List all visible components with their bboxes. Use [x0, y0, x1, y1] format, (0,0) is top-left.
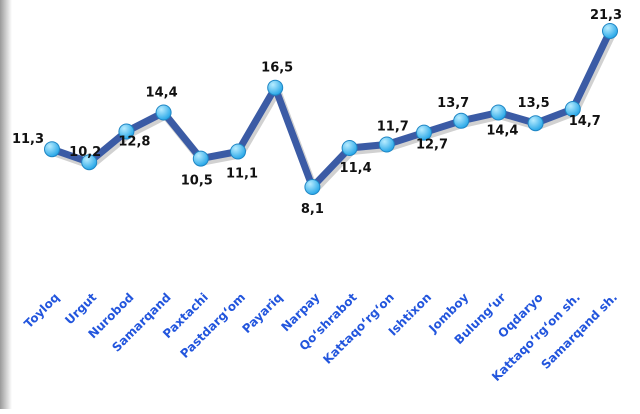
data-point	[230, 143, 246, 160]
data-value-label: 10,5	[181, 174, 213, 189]
data-value-label: 11,3	[12, 132, 44, 147]
category-label-layer: Toyloq UrgutNurobodSamarqandPaxtachiPastd…	[21, 290, 620, 384]
data-value-label: 21,3	[590, 8, 622, 23]
data-point	[267, 79, 284, 96]
data-value-label: 14,7	[569, 114, 601, 129]
data-value-label: 8,1	[301, 202, 324, 217]
data-point	[192, 150, 209, 167]
data-point	[155, 104, 172, 121]
data-value-label: 11,7	[377, 120, 409, 135]
series-line	[48, 27, 614, 191]
data-point	[341, 140, 358, 156]
left-edge-shadow	[0, 0, 12, 409]
series-line-layer	[48, 27, 616, 194]
data-value-label: 14,4	[146, 86, 178, 101]
data-value-label: 10,2	[69, 145, 101, 160]
marker-layer	[44, 23, 618, 195]
data-point	[564, 101, 581, 117]
data-point	[490, 104, 507, 121]
category-label: Pastdarg‘om	[177, 290, 248, 361]
data-value-label: 14,4	[486, 124, 518, 139]
data-point	[378, 136, 395, 153]
data-point	[527, 115, 544, 132]
category-label: Toyloq	[21, 290, 62, 331]
data-value-label: 16,5	[261, 61, 293, 76]
data-point	[602, 23, 618, 39]
data-value-label: 13,5	[518, 96, 550, 111]
data-point	[416, 124, 432, 141]
data-point	[304, 179, 321, 195]
data-value-label: 11,4	[340, 161, 372, 176]
value-label-layer: 11,3 10,2 12,8 14,4 10,5 11,1 16,5 8,1 11,4 11,7 1…	[12, 8, 622, 217]
data-value-label: 12,7	[416, 138, 448, 153]
data-point	[81, 154, 98, 171]
data-value-label: 13,7	[437, 96, 469, 111]
data-value-label: 12,8	[118, 135, 150, 150]
data-value-label: 11,1	[226, 167, 258, 182]
data-point	[44, 141, 60, 158]
data-point	[453, 112, 470, 129]
data-point	[118, 123, 135, 140]
category-label: Payariq	[240, 290, 286, 336]
